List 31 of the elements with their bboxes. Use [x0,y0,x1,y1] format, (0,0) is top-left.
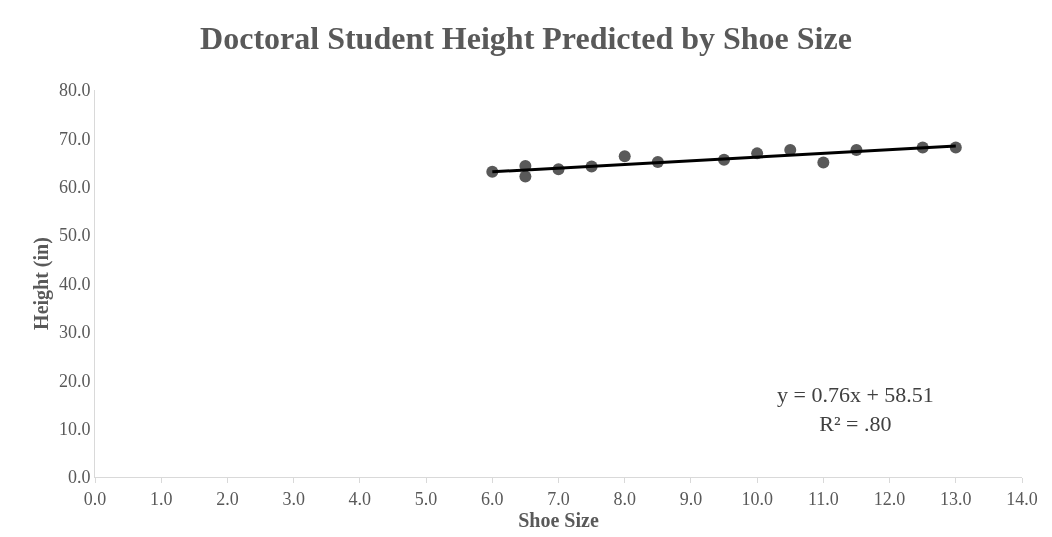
y-tick-label: 50.0 [58,225,91,246]
y-tick-label: 10.0 [58,418,91,439]
x-tick-label: 8.0 [613,488,636,509]
x-tick-label: 9.0 [679,488,703,509]
annotation: y = 0.76x + 58.51 R² = .80 [777,382,934,436]
y-tick-label: 40.0 [58,273,91,294]
x-tick-label: 13.0 [940,488,972,509]
x-tick-label: 5.0 [414,488,438,509]
x-tick-label: 10.0 [741,488,773,509]
x-tick-label: 4.0 [348,488,372,509]
x-tick-label: 12.0 [873,488,906,509]
x-tick-label: 1.0 [149,488,173,509]
x-axis-title: Shoe Size [518,508,599,531]
x-tick-label: 3.0 [282,488,305,509]
y-axis-title: Height (in) [30,237,54,330]
x-tick-label: 11.0 [807,488,839,509]
point [519,170,532,183]
chart-title: Doctoral Student Height Predicted by Shoe Size [200,20,852,57]
y-tick-label: 80.0 [58,80,91,101]
x-tick-label: 2.0 [216,488,239,509]
y-tick-label: 70.0 [58,128,91,149]
point [817,156,830,169]
x-tick-label: 7.0 [547,488,570,509]
x-tick-label: 6.0 [481,488,504,509]
point [618,150,631,163]
y-tick-label: 60.0 [58,177,91,198]
x-tick-label: 0.0 [83,488,107,509]
y-tick-label: 0.0 [67,467,91,488]
x-tick-label: 14.0 [1006,488,1038,509]
y-tick-label: 30.0 [58,322,91,343]
y-tick-label: 20.0 [58,370,91,391]
